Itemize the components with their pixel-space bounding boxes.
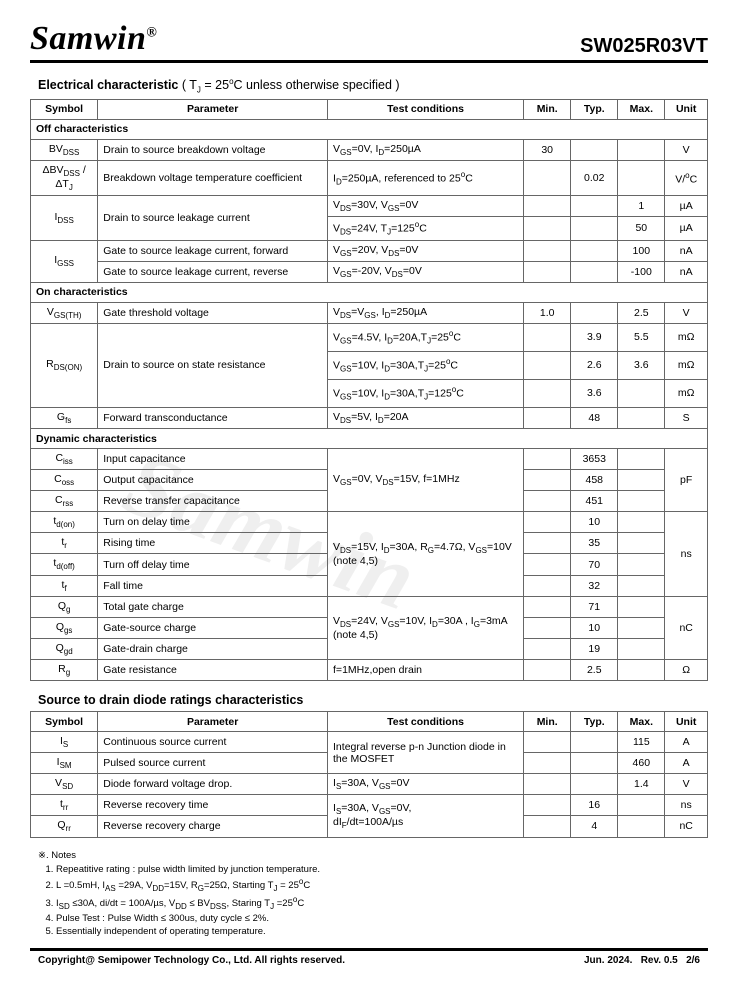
brand-reg: ® bbox=[146, 26, 157, 41]
dyn-char-section: Dynamic characteristics bbox=[31, 429, 708, 449]
note-4: Pulse Test : Pulse Width ≤ 300us, duty c… bbox=[56, 913, 708, 926]
page-footer: Copyright@ Semipower Technology Co., Ltd… bbox=[30, 951, 708, 966]
table-row: IGSS Gate to source leakage current, for… bbox=[31, 240, 708, 261]
table-row: Rg Gate resistance f=1MHz,open drain 2.5… bbox=[31, 659, 708, 680]
electrical-char-table: Symbol Parameter Test conditions Min. Ty… bbox=[30, 99, 708, 681]
note-2: L =0.5mH, IAS =29A, VDD=15V, RG=25Ω, Sta… bbox=[56, 877, 708, 895]
table-row: IDSS Drain to source leakage current VDS… bbox=[31, 195, 708, 216]
page-header: Samwin® SW025R03VT bbox=[30, 20, 708, 63]
notes-block: ※. Notes Repeatitive rating : pulse widt… bbox=[38, 850, 708, 939]
table-row: Gfs Forward transconductance VDS=5V, ID=… bbox=[31, 407, 708, 428]
table-row: Gate to source leakage current, reverse … bbox=[31, 261, 708, 282]
table-row: ΔBVDSS / ΔTJ Breakdown voltage temperatu… bbox=[31, 160, 708, 195]
table-row: VSD Diode forward voltage drop. IS=30A, … bbox=[31, 774, 708, 795]
table-row: VGS(TH) Gate threshold voltage VDS=VGS, … bbox=[31, 302, 708, 323]
notes-header: ※. Notes bbox=[38, 850, 708, 863]
brand-logo: Samwin® bbox=[30, 20, 157, 58]
part-number: SW025R03VT bbox=[580, 35, 708, 58]
footer-meta: Jun. 2024. Rev. 0.5 2/6 bbox=[584, 955, 700, 966]
table-row: RDS(ON) Drain to source on state resista… bbox=[31, 323, 708, 351]
off-char-section: Off characteristics bbox=[31, 119, 708, 139]
table-row: trr Reverse recovery time IS=30A, VGS=0V… bbox=[31, 795, 708, 816]
note-1: Repeatitive rating : pulse width limited… bbox=[56, 864, 708, 877]
table-header: Symbol Parameter Test conditions Min. Ty… bbox=[31, 99, 708, 119]
on-char-section: On characteristics bbox=[31, 282, 708, 302]
copyright-text: Copyright@ Semipower Technology Co., Ltd… bbox=[38, 955, 345, 966]
table-row: Ciss Input capacitance VGS=0V, VDS=15V, … bbox=[31, 449, 708, 470]
electrical-char-title: Electrical characteristic ( TJ = 25oC un… bbox=[38, 77, 708, 95]
table-row: td(on) Turn on delay time VDS=15V, ID=30… bbox=[31, 512, 708, 533]
diode-char-title: Source to drain diode ratings characteri… bbox=[38, 693, 708, 707]
table-row: Qg Total gate charge VDS=24V, VGS=10V, I… bbox=[31, 596, 708, 617]
table-header: Symbol Parameter Test conditions Min. Ty… bbox=[31, 712, 708, 732]
table-row: BVDSS Drain to source breakdown voltage … bbox=[31, 139, 708, 160]
note-5: Essentially independent of operating tem… bbox=[56, 926, 708, 939]
brand-name: Samwin bbox=[30, 20, 146, 57]
note-3: ISD ≤30A, di/dt = 100A/µs, VDD ≤ BVDSS, … bbox=[56, 895, 708, 913]
table-row: IS Continuous source current Integral re… bbox=[31, 732, 708, 753]
diode-char-table: Symbol Parameter Test conditions Min. Ty… bbox=[30, 711, 708, 837]
